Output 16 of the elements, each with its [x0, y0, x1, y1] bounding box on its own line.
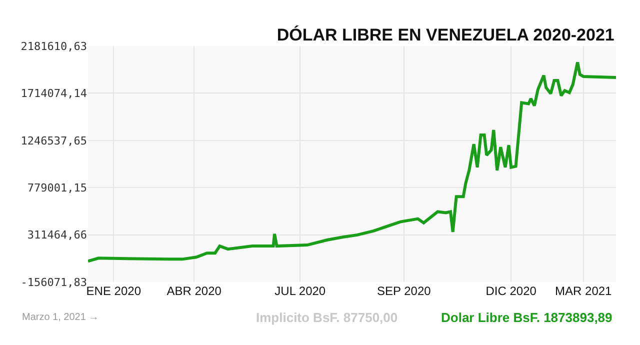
text: Marzo 1, 2021 →: [22, 312, 99, 323]
y-tick-label: 2181610,63: [20, 40, 87, 53]
text: Dolar Libre BsF. 1873893,89: [441, 310, 612, 325]
line-series: [88, 60, 616, 263]
x-tick-label: ENE 2020: [86, 284, 142, 298]
y-tick-label: 311464,66: [27, 228, 87, 242]
y-tick-label: 1714074,14: [20, 87, 88, 100]
x-tick-label: JUL 2020: [274, 284, 326, 298]
y-tick-label: 1246537,65: [20, 134, 87, 148]
x-tick-label: MAR 2021: [555, 284, 612, 298]
x-tick-label: SEP 2020: [376, 284, 432, 298]
x-tick-label: ABR 2020: [166, 284, 222, 298]
y-tick-label: 779001,15: [27, 181, 87, 194]
chart-title: DÓLAR LIBRE EN VENEZUELA 2020-2021: [276, 24, 614, 44]
y-tick-label: -156071,83: [20, 276, 87, 289]
x-tick-label: DIC 2020: [486, 284, 537, 298]
